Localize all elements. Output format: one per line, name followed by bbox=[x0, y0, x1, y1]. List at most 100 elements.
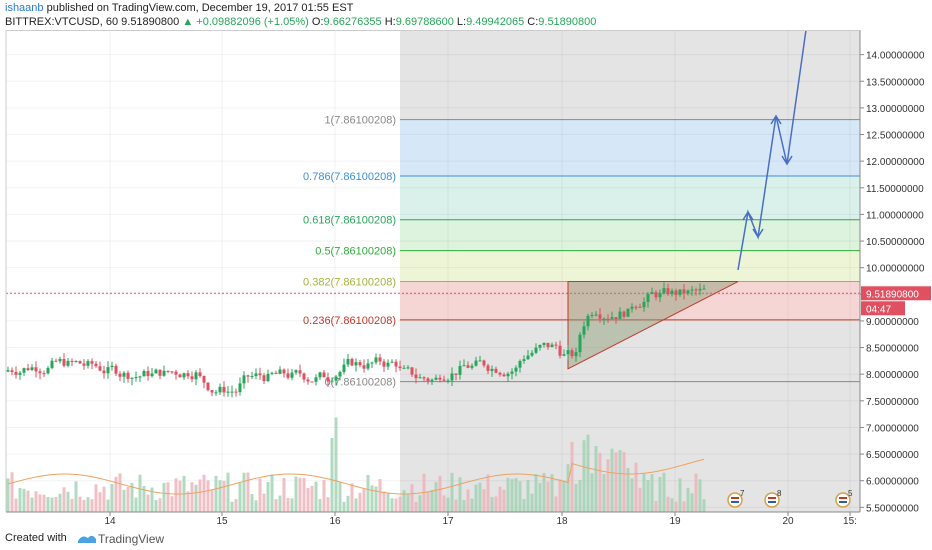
price-tick-label: 11.50000000 bbox=[866, 184, 924, 195]
us-flag-event-icon[interactable]: 5 bbox=[835, 489, 853, 508]
us-flag-event-icon[interactable]: 7 bbox=[727, 489, 745, 508]
volume-bar bbox=[638, 487, 642, 512]
price-chart[interactable]: 1(7.86100208) 0.786(7.86100208) 0.618(7.86… bbox=[0, 30, 932, 527]
volume-bar bbox=[354, 498, 358, 512]
volume-bar bbox=[438, 475, 442, 512]
candle bbox=[298, 364, 302, 378]
candle bbox=[110, 361, 114, 371]
up-arrow-icon: ▲ bbox=[182, 16, 194, 28]
volume-bar bbox=[410, 484, 414, 512]
candle bbox=[650, 287, 654, 295]
candle bbox=[666, 283, 670, 296]
triangle-shape[interactable] bbox=[567, 281, 739, 370]
candle bbox=[322, 369, 326, 378]
event-count-label: 5 bbox=[848, 489, 853, 498]
volume-bar bbox=[230, 501, 234, 512]
price-tick-label: 11.00000000 bbox=[866, 210, 924, 221]
volume-bar bbox=[382, 491, 386, 512]
candle bbox=[486, 363, 490, 375]
volume-bar bbox=[390, 498, 394, 512]
ascending-triangle[interactable] bbox=[567, 281, 739, 370]
price-axis[interactable]: 5.50000000 6.00000000 6.50000000 7.00000000… bbox=[859, 30, 931, 514]
volume-bar bbox=[338, 481, 342, 512]
volume-bar bbox=[458, 477, 462, 512]
volume-bar bbox=[158, 498, 162, 512]
volume-bar bbox=[450, 472, 454, 512]
volume-bar bbox=[662, 472, 666, 512]
volume-bar bbox=[474, 484, 478, 512]
volume-bar bbox=[274, 499, 278, 512]
volume-bar bbox=[358, 492, 362, 512]
candle bbox=[514, 365, 518, 377]
candle bbox=[258, 367, 262, 380]
volume-bars bbox=[6, 417, 706, 512]
volume-bar bbox=[494, 496, 498, 512]
candle bbox=[362, 359, 366, 373]
brand-label: TradingView bbox=[98, 532, 164, 546]
candle bbox=[78, 360, 82, 364]
candle bbox=[494, 366, 498, 374]
author-link[interactable]: ishaanb bbox=[5, 2, 44, 14]
projection-path[interactable] bbox=[737, 30, 807, 271]
fibonacci-retracement[interactable]: 1(7.86100208) 0.786(7.86100208) 0.618(7.86… bbox=[6, 115, 860, 389]
volume-bar bbox=[66, 491, 70, 512]
candle bbox=[674, 288, 678, 301]
candle bbox=[654, 290, 658, 301]
volume-bar bbox=[186, 491, 190, 512]
price-tick-label: 10.00000000 bbox=[866, 264, 925, 275]
fib-level-label: 0(7.86100208) bbox=[324, 377, 396, 389]
volume-bar bbox=[234, 499, 238, 512]
volume-bar bbox=[650, 474, 654, 512]
candle bbox=[118, 371, 122, 382]
candle bbox=[402, 365, 406, 369]
volume-bar bbox=[146, 494, 150, 512]
candle bbox=[274, 370, 278, 375]
volume-bar bbox=[50, 497, 54, 512]
price-change: +0.09882096 (+1.05%) bbox=[196, 16, 309, 28]
volume-bar bbox=[238, 482, 242, 512]
volume-bar bbox=[610, 448, 614, 512]
volume-bar bbox=[530, 493, 534, 512]
volume-bar bbox=[290, 498, 294, 512]
candle bbox=[334, 375, 338, 386]
volume-bar bbox=[278, 495, 282, 512]
projection-arrow[interactable] bbox=[737, 30, 807, 271]
volume-bar bbox=[58, 493, 62, 512]
candle bbox=[178, 373, 182, 378]
us-flag-event-icon[interactable]: 8 bbox=[764, 489, 782, 508]
volume-bar bbox=[366, 474, 370, 512]
candle bbox=[550, 342, 554, 348]
volume-bar bbox=[90, 499, 94, 512]
candle bbox=[154, 368, 158, 374]
candle bbox=[310, 381, 314, 383]
volume-bar bbox=[134, 497, 138, 512]
arrow-head-icon bbox=[742, 210, 754, 221]
tradingview-logo-icon[interactable]: TradingView bbox=[76, 531, 166, 547]
volume-bar bbox=[10, 472, 14, 512]
volume-bar bbox=[330, 437, 334, 512]
publish-info: published on TradingView.com, December 1… bbox=[46, 2, 354, 14]
volume-bar bbox=[170, 496, 174, 512]
volume-bar bbox=[538, 482, 542, 512]
candle bbox=[222, 381, 226, 397]
candle bbox=[254, 368, 258, 380]
event-badges[interactable]: 7 8 5 bbox=[727, 489, 853, 508]
candle bbox=[566, 345, 570, 361]
candle bbox=[538, 344, 542, 351]
price-tick-label: 8.00000000 bbox=[866, 370, 919, 381]
candle bbox=[74, 360, 78, 363]
candle bbox=[590, 312, 594, 319]
candle bbox=[406, 365, 410, 370]
candle bbox=[482, 359, 486, 368]
volume-bar bbox=[154, 500, 158, 512]
volume-bar bbox=[658, 477, 662, 512]
volume-bar bbox=[442, 495, 446, 512]
time-axis[interactable]: 14 15 16 17 18 19 20 15: bbox=[5, 30, 860, 527]
volume-bar bbox=[502, 489, 506, 512]
candle bbox=[246, 374, 250, 383]
candle bbox=[142, 369, 146, 377]
candle bbox=[470, 363, 474, 370]
candle bbox=[130, 377, 134, 386]
candle bbox=[382, 359, 386, 372]
volume-bar bbox=[218, 480, 222, 512]
